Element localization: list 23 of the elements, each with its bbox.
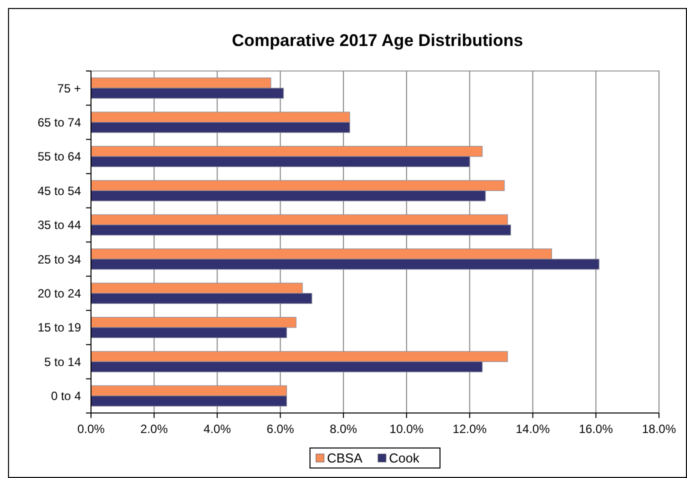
y-tick-label: 0 to 4 — [50, 389, 82, 404]
legend-label: CBSA — [327, 450, 363, 466]
x-tick-label: 2.0% — [140, 422, 168, 436]
x-tick-label: 14.0% — [516, 422, 550, 436]
y-tick-label: 20 to 24 — [38, 286, 82, 300]
x-tick-label: 18.0% — [642, 422, 676, 436]
x-tick-label: 8.0% — [330, 422, 358, 436]
y-tick-label: 75 + — [57, 81, 81, 96]
x-tick-label: 4.0% — [204, 422, 232, 436]
y-tick-label: 35 to 44 — [38, 218, 82, 232]
x-tick-label: 16.0% — [578, 422, 614, 436]
x-tick-label: 10.0% — [390, 422, 424, 436]
y-tick-label: 15 to 19 — [38, 320, 82, 335]
y-tick-label: 45 to 54 — [38, 184, 82, 198]
y-tick-label: 55 to 64 — [38, 150, 82, 164]
chart-title: Comparative 2017 Age Distributions — [232, 31, 524, 50]
x-tick-label: 12.0% — [452, 422, 488, 436]
y-tick-label: 25 to 34 — [38, 252, 82, 266]
y-tick-label: 5 to 14 — [44, 354, 82, 369]
x-tick-label: 6.0% — [266, 422, 294, 436]
y-tick-label: 65 to 74 — [38, 116, 82, 130]
legend-label: Cook — [389, 450, 420, 466]
x-tick-label: 0.0% — [77, 422, 105, 436]
